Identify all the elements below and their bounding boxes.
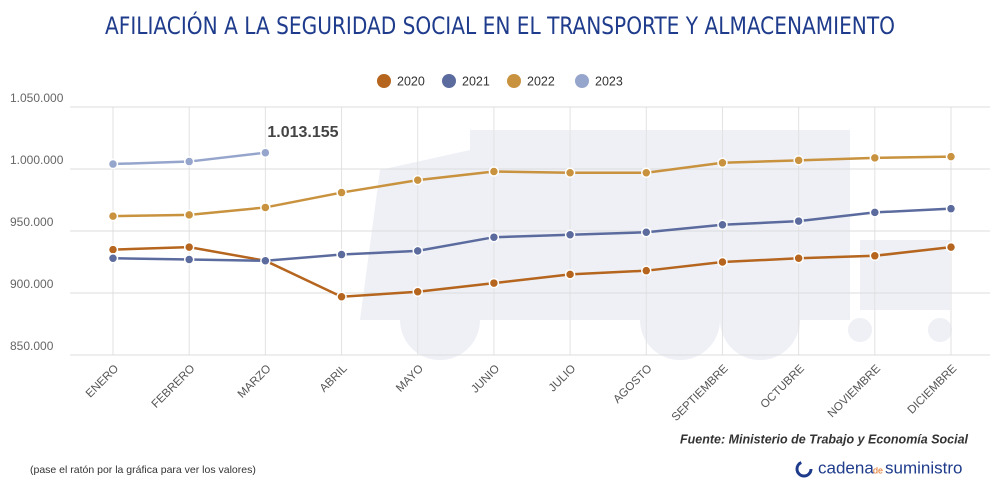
source: Fuente: Ministerio de Trabajo y Economía… — [680, 432, 969, 446]
data-point — [945, 203, 957, 214]
data-label: 1.013.155 — [267, 124, 338, 141]
x-tick-label: MAYO — [394, 363, 426, 395]
data-point — [336, 249, 347, 260]
data-point — [412, 174, 423, 186]
logo-icon — [795, 460, 813, 478]
data-point — [107, 210, 119, 222]
x-tick-label: MARZO — [236, 363, 274, 401]
data-point — [793, 155, 804, 166]
series-line — [112, 207, 952, 263]
x-tick-label: JUNIO — [469, 363, 502, 396]
data-point — [260, 255, 271, 267]
data-point — [183, 209, 195, 221]
legend-label: 2020 — [397, 74, 425, 88]
data-point — [869, 207, 881, 218]
data-point — [107, 253, 119, 264]
data-point — [564, 167, 576, 178]
x-tick-label: FEBRERO — [150, 363, 198, 411]
legend-marker — [377, 74, 391, 88]
y-tick-label: 850.000 — [10, 339, 54, 353]
data-point — [945, 241, 957, 253]
x-tick-label: AGOSTO — [611, 363, 654, 406]
data-point — [488, 231, 500, 243]
data-point — [641, 265, 652, 276]
chart-title: AFILIACIÓN A LA SEGURIDAD SOCIAL EN EL T… — [105, 10, 895, 40]
y-tick-label: 1.000.000 — [10, 153, 64, 167]
series-line — [112, 155, 952, 218]
x-tick-label: NOVIEMBRE — [826, 363, 884, 421]
data-point — [183, 241, 195, 253]
logo-text: de — [873, 465, 883, 475]
data-point — [488, 166, 500, 177]
series-line — [112, 245, 952, 298]
x-tick-label: ABRIL — [318, 362, 350, 394]
logo-text: cadena — [818, 458, 874, 477]
data-point — [945, 151, 957, 162]
x-tick-label: ENERO — [84, 363, 121, 400]
data-point — [717, 219, 728, 231]
logo-text: suministro — [885, 458, 962, 477]
x-tick-label: JULIO — [547, 363, 579, 395]
grid — [70, 106, 990, 356]
background-truck — [360, 130, 952, 360]
y-tick-label: 950.000 — [10, 215, 54, 229]
data-point — [412, 245, 423, 257]
data-point — [717, 256, 728, 268]
legend-marker — [442, 74, 456, 88]
y-tick-label: 900.000 — [10, 277, 54, 291]
x-tick-label: DICIEMBRE — [906, 363, 960, 417]
data-point — [488, 277, 500, 289]
y-tick-label: 1.050.000 — [10, 91, 64, 105]
data-point — [641, 226, 652, 238]
data-point — [107, 158, 119, 170]
data-point — [260, 202, 271, 213]
data-point — [717, 157, 728, 169]
legend-label: 2022 — [527, 74, 555, 88]
legend-marker — [575, 74, 589, 88]
data-point — [564, 229, 576, 240]
data-point — [260, 147, 271, 158]
data-point — [793, 253, 804, 264]
x-tick-label: SEPTIEMBRE — [670, 363, 731, 424]
data-point — [183, 156, 195, 167]
data-point — [183, 254, 195, 265]
data-point — [641, 167, 652, 178]
legend-marker — [507, 74, 521, 88]
data-point — [564, 269, 576, 280]
data-point — [869, 152, 881, 164]
data-point — [869, 250, 881, 262]
data-point — [336, 291, 347, 302]
data-point — [107, 244, 119, 255]
data-point — [412, 286, 423, 298]
legend-label: 2021 — [462, 74, 490, 88]
data-point — [336, 187, 347, 198]
data-point — [793, 215, 804, 227]
logo: cadena de suministro — [795, 458, 962, 478]
note: (pase el ratón por la gráfica para ver l… — [30, 464, 256, 476]
x-tick-label: OCTUBRE — [759, 363, 807, 411]
legend-label: 2023 — [595, 74, 623, 88]
